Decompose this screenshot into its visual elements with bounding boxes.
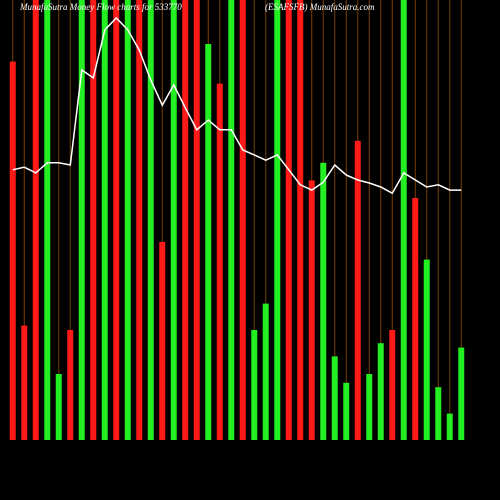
bar [159, 242, 166, 440]
bar [44, 0, 51, 440]
bar [251, 330, 258, 440]
bar [124, 0, 131, 440]
bar [32, 0, 39, 440]
bar [308, 180, 315, 440]
money-flow-line [12, 16, 462, 195]
bar [331, 356, 338, 440]
bar [423, 259, 430, 440]
bar [55, 374, 62, 440]
bar [354, 140, 361, 441]
chart-title: MunafaSutra Money Flow charts for 533770 [19, 2, 182, 12]
bar [147, 0, 154, 440]
bar [90, 0, 97, 440]
bar [343, 382, 350, 440]
bar [239, 0, 246, 440]
bar [21, 325, 28, 440]
bar [446, 413, 453, 440]
bar [412, 198, 419, 440]
bar [297, 0, 304, 440]
bar [435, 387, 442, 440]
bar [136, 0, 143, 440]
bar [216, 83, 223, 440]
chart-subtitle: (ESAFSFB) MunafaSutra.com [265, 2, 375, 12]
bar [101, 0, 108, 440]
bar [458, 347, 465, 440]
bar [320, 162, 327, 441]
bar [170, 0, 177, 440]
bar [285, 0, 292, 440]
bar [389, 330, 396, 440]
bar [400, 0, 407, 440]
bar [377, 343, 384, 440]
bar [274, 0, 281, 440]
bar [9, 61, 16, 440]
bar [228, 0, 235, 440]
bar [113, 0, 120, 440]
bar [193, 0, 200, 440]
bar [205, 44, 212, 440]
bar [78, 0, 85, 440]
bar [366, 374, 373, 440]
bar [262, 303, 269, 440]
bar [67, 330, 74, 440]
bar [182, 0, 189, 440]
